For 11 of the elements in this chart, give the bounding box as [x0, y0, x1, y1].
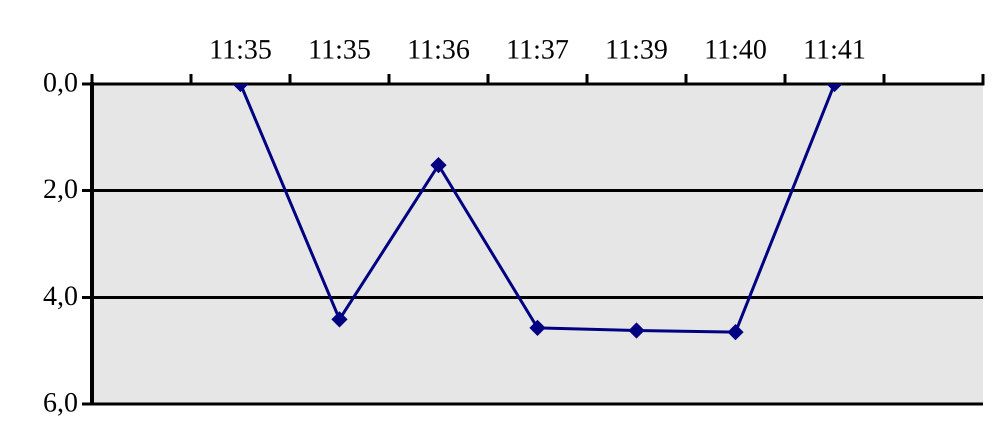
y-tick-label: 6,0	[43, 388, 78, 419]
y-tick-label: 2,0	[43, 174, 78, 206]
x-tick-label: 11:35	[209, 34, 272, 66]
y-tick-label: 4,0	[43, 280, 78, 312]
x-tick-label: 11:35	[308, 34, 371, 66]
x-tick-label: 11:36	[407, 34, 470, 66]
x-tick-label: 11:41	[803, 34, 866, 66]
x-tick-label: 11:40	[704, 34, 767, 66]
x-tick-label: 11:39	[605, 34, 668, 66]
x-tick-label: 11:37	[506, 34, 569, 66]
y-tick-label: 0,0	[43, 67, 78, 98]
